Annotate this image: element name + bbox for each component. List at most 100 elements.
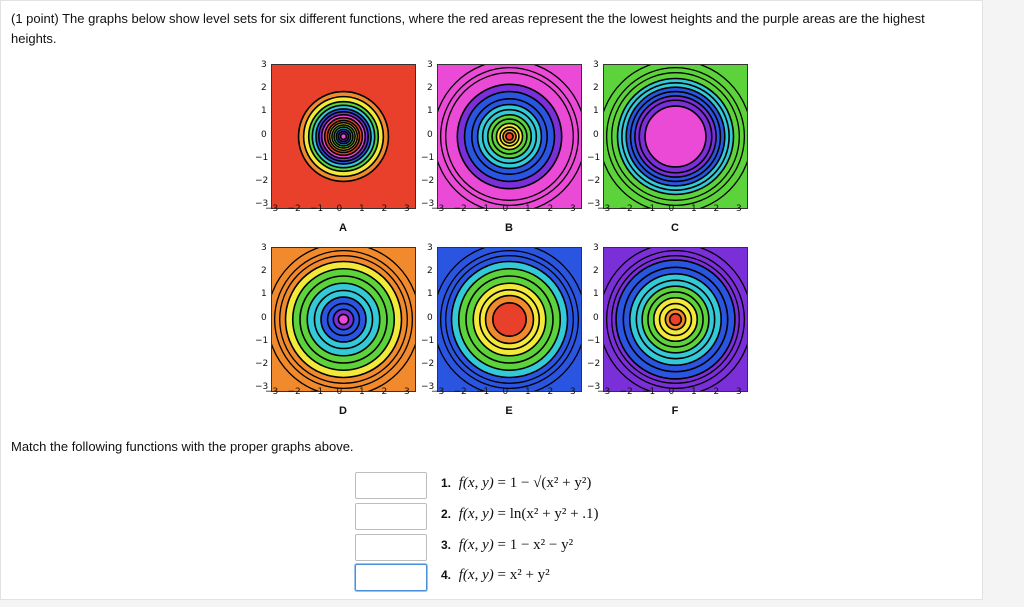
y-tick-label: 2 bbox=[427, 266, 433, 277]
y-tick-label: 3 bbox=[593, 243, 599, 253]
contour-line bbox=[273, 249, 414, 390]
x-tick-label: −2 bbox=[619, 204, 633, 214]
x-tick-label: −1 bbox=[476, 387, 490, 397]
plot-D bbox=[271, 247, 416, 392]
contour-line bbox=[439, 66, 580, 207]
y-tick-label: −2 bbox=[255, 176, 269, 186]
answer-input-4[interactable] bbox=[355, 564, 427, 591]
y-tick-label: −3 bbox=[587, 199, 601, 210]
y-tick-label: −3 bbox=[255, 382, 269, 393]
y-tick-label: 2 bbox=[261, 266, 267, 277]
y-tick-label: 1 bbox=[261, 289, 267, 300]
contour-line bbox=[445, 72, 574, 201]
x-tick-label: 3 bbox=[570, 204, 576, 214]
answer-input-3[interactable] bbox=[355, 534, 427, 561]
x-tick-label: −1 bbox=[476, 204, 490, 214]
points-label: (1 point) bbox=[11, 11, 59, 26]
contour-line bbox=[611, 255, 740, 384]
x-tick-label: −3 bbox=[431, 387, 445, 397]
y-tick-label: 0 bbox=[427, 129, 433, 140]
function-rhs: = ln(x² + y² + .1) bbox=[497, 506, 599, 522]
plot-C bbox=[603, 64, 748, 209]
function-2: 2. f(x, y) = ln(x² + y² + .1) bbox=[441, 506, 599, 523]
plot-label: A bbox=[339, 222, 347, 234]
plot-label: E bbox=[505, 405, 513, 417]
match-instructions: Match the following functions with the p… bbox=[11, 439, 354, 454]
contour-band bbox=[505, 132, 514, 141]
y-tick-label: 0 bbox=[427, 312, 433, 323]
y-tick-label: 2 bbox=[593, 83, 599, 94]
x-tick-label: 2 bbox=[381, 204, 388, 214]
y-tick-label: −3 bbox=[587, 382, 601, 393]
problem-card: (1 point) The graphs below show level se… bbox=[0, 0, 983, 600]
y-tick-label: 1 bbox=[593, 106, 599, 117]
x-tick-label: 0 bbox=[336, 204, 343, 214]
plot-label: B bbox=[505, 222, 513, 234]
x-tick-label: −3 bbox=[265, 204, 279, 214]
x-tick-label: 0 bbox=[668, 204, 675, 214]
y-tick-label: −1 bbox=[255, 335, 269, 346]
y-tick-label: 2 bbox=[593, 266, 599, 277]
plot-label: C bbox=[671, 222, 679, 234]
y-tick-label: −2 bbox=[421, 359, 435, 369]
y-tick-label: 0 bbox=[593, 129, 599, 140]
y-tick-label: −1 bbox=[421, 335, 435, 346]
y-tick-label: 1 bbox=[593, 289, 599, 300]
y-tick-label: 3 bbox=[593, 60, 599, 70]
x-tick-label: 1 bbox=[691, 387, 697, 397]
function-lhs: f(x, y) bbox=[458, 537, 494, 553]
y-tick-label: 1 bbox=[261, 106, 267, 117]
y-tick-label: 2 bbox=[427, 83, 433, 94]
y-tick-label: −3 bbox=[421, 382, 435, 393]
contour-line bbox=[605, 249, 746, 390]
function-rhs: = 1 − x² − y² bbox=[497, 537, 574, 553]
x-tick-label: 1 bbox=[525, 387, 531, 397]
x-tick-label: −3 bbox=[431, 204, 445, 214]
x-tick-label: 0 bbox=[502, 387, 509, 397]
y-tick-label: −2 bbox=[587, 176, 601, 186]
x-tick-label: −2 bbox=[287, 387, 301, 397]
y-tick-label: 3 bbox=[261, 243, 267, 253]
contour-line bbox=[445, 255, 574, 384]
x-tick-label: −2 bbox=[453, 387, 467, 397]
y-tick-label: 1 bbox=[427, 289, 433, 300]
y-tick-label: −2 bbox=[421, 176, 435, 186]
plot-A bbox=[271, 64, 416, 209]
x-tick-label: 0 bbox=[668, 387, 675, 397]
function-lhs: f(x, y) bbox=[458, 506, 494, 522]
y-tick-label: 0 bbox=[593, 312, 599, 323]
contour-band bbox=[644, 105, 707, 168]
x-tick-label: −1 bbox=[642, 204, 656, 214]
contour-line bbox=[611, 72, 740, 201]
x-tick-label: −2 bbox=[287, 204, 301, 214]
y-tick-label: 3 bbox=[261, 60, 267, 70]
x-tick-label: 1 bbox=[359, 387, 365, 397]
x-tick-label: 3 bbox=[736, 387, 742, 397]
answer-input-2[interactable] bbox=[355, 503, 427, 530]
y-tick-label: −1 bbox=[587, 335, 601, 346]
contour-line bbox=[279, 255, 408, 384]
function-lhs: f(x, y) bbox=[458, 567, 494, 583]
problem-prompt: (1 point) The graphs below show level se… bbox=[11, 9, 971, 49]
x-tick-label: 2 bbox=[547, 204, 554, 214]
y-tick-label: −2 bbox=[255, 359, 269, 369]
x-tick-label: 3 bbox=[404, 387, 410, 397]
x-tick-label: −3 bbox=[265, 387, 279, 397]
y-tick-label: −1 bbox=[587, 152, 601, 163]
function-lhs: f(x, y) bbox=[458, 475, 494, 491]
function-number: 1. bbox=[441, 476, 452, 490]
y-tick-label: −3 bbox=[255, 199, 269, 210]
y-tick-label: 0 bbox=[261, 129, 267, 140]
plot-E bbox=[437, 247, 582, 392]
plot-label: F bbox=[671, 405, 679, 417]
x-tick-label: −3 bbox=[597, 204, 611, 214]
x-tick-label: −1 bbox=[310, 387, 324, 397]
x-tick-label: −2 bbox=[453, 204, 467, 214]
y-tick-label: 3 bbox=[427, 60, 433, 70]
function-1: 1. f(x, y) = 1 − √(x² + y²) bbox=[441, 475, 591, 492]
x-tick-label: −1 bbox=[642, 387, 656, 397]
x-tick-label: 3 bbox=[736, 204, 742, 214]
prompt-text: The graphs below show level sets for six… bbox=[11, 11, 925, 46]
y-tick-label: −3 bbox=[421, 199, 435, 210]
answer-input-1[interactable] bbox=[355, 472, 427, 499]
